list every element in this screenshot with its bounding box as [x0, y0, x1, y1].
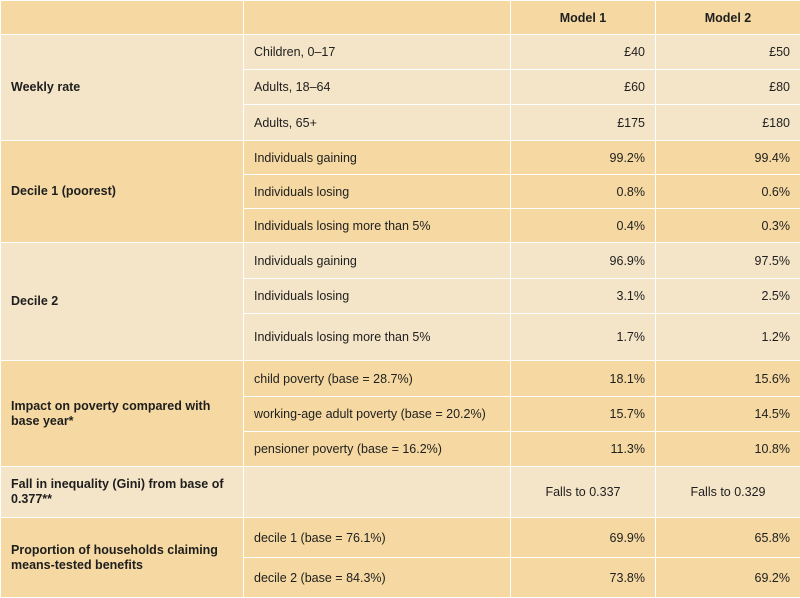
row-model-1-value: Falls to 0.337 [511, 467, 656, 518]
row-model-2-value: £50 [656, 35, 800, 70]
row-model-1-value: £60 [511, 70, 656, 105]
row-item: pensioner poverty (base = 16.2%) [244, 432, 511, 467]
row-model-2-value: 1.2% [656, 314, 800, 361]
group-label-gini: Fall in inequality (Gini) from base of 0… [1, 467, 244, 518]
row-model-1-value: 0.4% [511, 209, 656, 243]
table-row: Impact on poverty compared with base yea… [1, 361, 800, 397]
row-item: Individuals gaining [244, 243, 511, 279]
row-model-2-value: 97.5% [656, 243, 800, 279]
header-empty-2 [244, 1, 511, 35]
row-model-2-value: 2.5% [656, 279, 800, 314]
row-model-2-value: 65.8% [656, 518, 800, 558]
row-model-2-value: £80 [656, 70, 800, 105]
row-model-2-value: 15.6% [656, 361, 800, 397]
row-model-2-value: 99.4% [656, 141, 800, 175]
row-model-1-value: 15.7% [511, 397, 656, 432]
row-model-1-value: 11.3% [511, 432, 656, 467]
row-item: Individuals gaining [244, 141, 511, 175]
header-model-1: Model 1 [511, 1, 656, 35]
header-model-2: Model 2 [656, 1, 800, 35]
row-model-2-value: 14.5% [656, 397, 800, 432]
row-item [244, 467, 511, 518]
row-model-1-value: 69.9% [511, 518, 656, 558]
table-row: Fall in inequality (Gini) from base of 0… [1, 467, 800, 518]
table-row: Decile 2 Individuals gaining 96.9% 97.5% [1, 243, 800, 279]
row-model-1-value: 3.1% [511, 279, 656, 314]
row-model-1-value: £175 [511, 105, 656, 141]
row-model-1-value: 1.7% [511, 314, 656, 361]
row-item: Children, 0–17 [244, 35, 511, 70]
row-item: Individuals losing [244, 279, 511, 314]
group-label-weekly-rate: Weekly rate [1, 35, 244, 141]
table-row: Decile 1 (poorest) Individuals gaining 9… [1, 141, 800, 175]
table-row: Proportion of households claiming means-… [1, 518, 800, 558]
row-item: working-age adult poverty (base = 20.2%) [244, 397, 511, 432]
row-model-1-value: 18.1% [511, 361, 656, 397]
row-item: Adults, 65+ [244, 105, 511, 141]
row-model-2-value: 0.3% [656, 209, 800, 243]
group-label-decile-2: Decile 2 [1, 243, 244, 361]
row-model-1-value: £40 [511, 35, 656, 70]
table-row: Weekly rate Children, 0–17 £40 £50 [1, 35, 800, 70]
row-model-2-value: 0.6% [656, 175, 800, 209]
group-label-decile-1: Decile 1 (poorest) [1, 141, 244, 243]
row-model-1-value: 0.8% [511, 175, 656, 209]
header-row: Model 1 Model 2 [1, 1, 800, 35]
row-item: Individuals losing more than 5% [244, 314, 511, 361]
row-item: Adults, 18–64 [244, 70, 511, 105]
group-label-means-tested: Proportion of households claiming means-… [1, 518, 244, 598]
row-item: child poverty (base = 28.7%) [244, 361, 511, 397]
row-model-1-value: 96.9% [511, 243, 656, 279]
row-model-2-value: 10.8% [656, 432, 800, 467]
group-label-poverty-impact: Impact on poverty compared with base yea… [1, 361, 244, 467]
row-item: decile 1 (base = 76.1%) [244, 518, 511, 558]
row-item: Individuals losing more than 5% [244, 209, 511, 243]
header-empty-1 [1, 1, 244, 35]
row-model-1-value: 99.2% [511, 141, 656, 175]
row-model-2-value: Falls to 0.329 [656, 467, 800, 518]
row-item: Individuals losing [244, 175, 511, 209]
row-model-2-value: £180 [656, 105, 800, 141]
